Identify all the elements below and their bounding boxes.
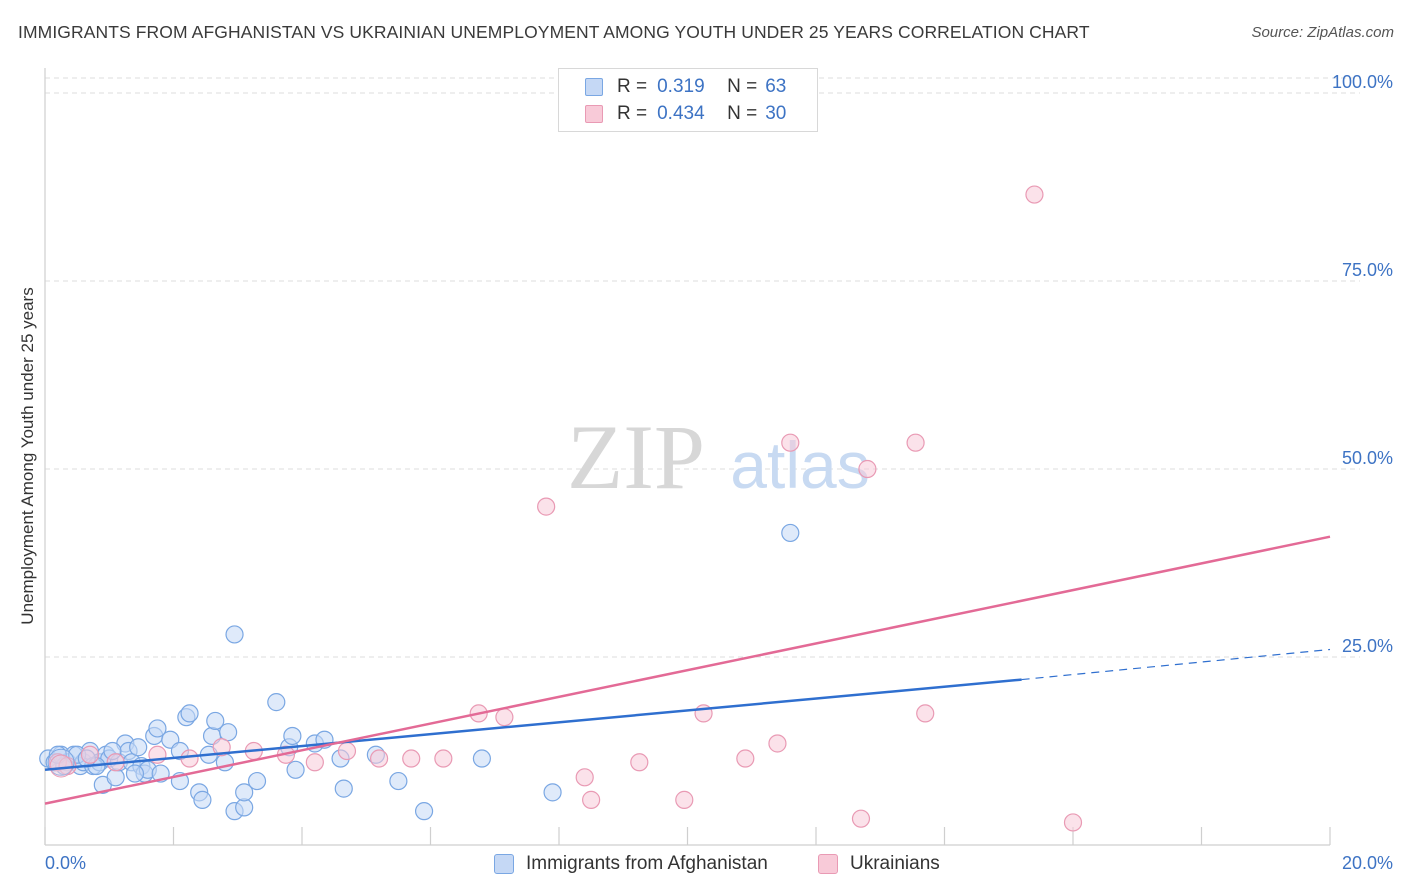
legend-n-label: N = — [727, 76, 758, 97]
ukrainians-point — [575, 768, 594, 787]
afghanistan-point — [283, 726, 302, 746]
tick-labels: 25.0% 50.0% 75.0% 100.0% 0.0% 20.0% — [45, 72, 1393, 873]
legend-r-label: R = — [617, 76, 648, 97]
chart-title: IMMIGRANTS FROM AFGHANISTAN VS UKRAINIAN… — [18, 22, 1090, 42]
ukrainians-point — [630, 753, 649, 772]
ukrainians-point — [1063, 813, 1083, 832]
ukrainians-point — [402, 749, 421, 768]
legend-r-label: R = — [617, 103, 648, 124]
ukrainians-point — [305, 753, 324, 772]
source-label: Source: ZipAtlas.com — [1251, 24, 1394, 41]
series-legend: Immigrants from Afghanistan Ukrainians — [0, 851, 1406, 879]
watermark: ZIP atlas — [567, 406, 870, 508]
ukrainians-point — [858, 459, 877, 479]
y-tick-label: 100.0% — [1332, 72, 1393, 92]
y-tick-label: 50.0% — [1342, 448, 1393, 468]
afghanistan-point — [267, 693, 286, 712]
legend-r-value: 0.434 — [657, 103, 705, 124]
legend-label-afghanistan: Immigrants from Afghanistan — [526, 853, 768, 874]
afghanistan-point — [389, 771, 408, 791]
ukrainians-point — [337, 741, 357, 761]
trend-lines — [44, 535, 1331, 805]
ukrainians-point — [736, 749, 755, 768]
ukrainians-point — [212, 738, 231, 757]
legend-n-value: 63 — [765, 76, 787, 97]
legend-row-ukrainians: R = 0.434 N = 30 — [559, 101, 786, 127]
watermark-zip: ZIP — [567, 406, 705, 508]
afghanistan-point — [414, 802, 434, 821]
data-points — [39, 185, 1083, 832]
ukrainians-point — [434, 749, 453, 768]
ukrainians-trend-line — [44, 535, 1331, 805]
afghanistan-point — [148, 719, 167, 738]
ukrainians-point — [80, 745, 100, 764]
y-tick-label: 75.0% — [1342, 260, 1393, 280]
legend-swatch-blue — [494, 854, 514, 874]
legend-row-afghanistan: R = 0.319 N = 63 — [559, 74, 786, 100]
afghanistan-point — [129, 738, 148, 757]
legend-item-ukrainians[interactable]: Ukrainians — [818, 853, 940, 875]
watermark-atlas: atlas — [730, 428, 869, 502]
afghanistan-point — [781, 523, 800, 543]
afghanistan-point — [180, 704, 199, 723]
ukrainians-point — [916, 704, 935, 723]
legend-label-ukrainians: Ukrainians — [850, 853, 940, 874]
ukrainians-point — [49, 754, 73, 778]
afghanistan-point — [206, 711, 225, 731]
legend-n-label: N = — [727, 103, 758, 124]
ukrainians-point — [537, 497, 556, 516]
ukrainians-point — [851, 809, 871, 828]
gridlines — [45, 77, 1360, 658]
legend-item-afghanistan[interactable]: Immigrants from Afghanistan — [494, 853, 768, 875]
ukrainians-point — [675, 790, 694, 809]
afghanistan-trend-line — [44, 678, 1022, 772]
afghanistan-point — [334, 779, 353, 798]
ukrainians-point — [906, 433, 925, 452]
legend-swatch-pink — [818, 854, 838, 874]
ukrainians-point — [180, 749, 199, 768]
legend-n-value: 30 — [765, 103, 787, 124]
afghanistan-point — [286, 760, 305, 779]
legend-swatch-pink — [585, 105, 603, 123]
ukrainians-point — [768, 734, 787, 753]
afghanistan-trend-extension — [1021, 648, 1331, 681]
afghanistan-point — [193, 790, 212, 809]
x-tick-label: 20.0% — [1342, 853, 1393, 873]
afghanistan-point — [225, 625, 244, 644]
stats-legend: R = 0.319 N = 63 R = 0.434 N = 30 — [558, 68, 818, 132]
afghanistan-point — [219, 723, 238, 742]
afghanistan-point — [543, 783, 562, 802]
y-tick-label: 25.0% — [1342, 636, 1393, 656]
ukrainians-point — [370, 749, 389, 768]
afghanistan-point — [235, 783, 254, 802]
afghanistan-point — [472, 749, 491, 768]
ukrainians-point — [582, 790, 601, 809]
ukrainians-point — [495, 708, 514, 727]
legend-swatch-blue — [585, 78, 603, 96]
ukrainians-point — [1025, 185, 1044, 204]
afghanistan-point — [247, 771, 267, 791]
afghanistan-point — [125, 764, 145, 783]
ukrainians-point — [781, 433, 800, 452]
x-tick-label: 0.0% — [45, 853, 86, 873]
legend-r-value: 0.319 — [657, 76, 705, 97]
